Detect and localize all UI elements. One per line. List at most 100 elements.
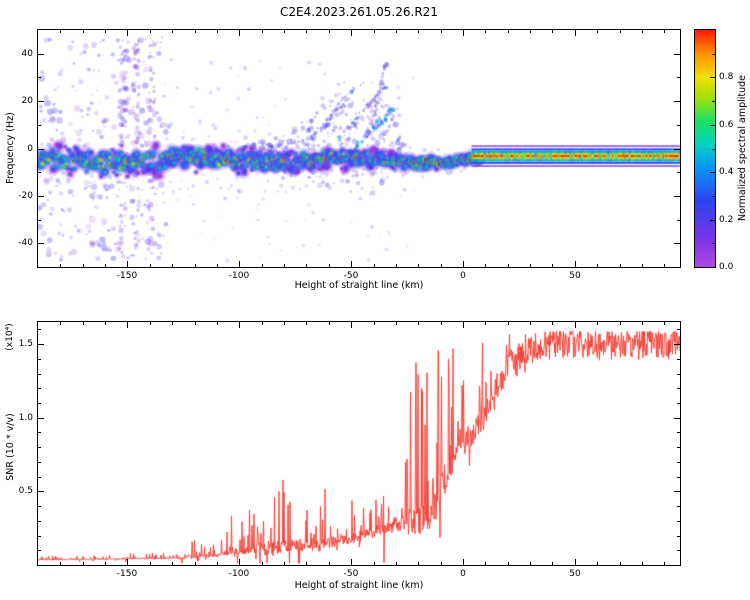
snr-canvas bbox=[38, 322, 680, 565]
tick-mark bbox=[105, 30, 106, 33]
tick-mark bbox=[239, 559, 240, 565]
tick-mark bbox=[552, 264, 553, 267]
tick-mark bbox=[217, 562, 218, 565]
tick-mark bbox=[38, 54, 44, 55]
tick-mark bbox=[374, 264, 375, 267]
tick-mark bbox=[195, 322, 196, 325]
tick-mark bbox=[441, 562, 442, 565]
tick-mark bbox=[674, 149, 680, 150]
x-tick-label: 0 bbox=[460, 271, 466, 281]
tick-mark bbox=[674, 54, 680, 55]
tick-mark bbox=[306, 562, 307, 565]
y-tick-label: -20 bbox=[18, 191, 33, 201]
tick-mark bbox=[674, 101, 680, 102]
tick-mark bbox=[677, 77, 680, 78]
tick-mark bbox=[329, 30, 330, 33]
tick-mark bbox=[677, 374, 680, 375]
colorbar-tick-label: 0.8 bbox=[719, 72, 734, 82]
tick-mark bbox=[485, 264, 486, 267]
tick-mark bbox=[38, 506, 41, 507]
tick-mark bbox=[150, 322, 151, 325]
tick-mark bbox=[677, 172, 680, 173]
tick-mark bbox=[441, 30, 442, 33]
tick-mark bbox=[620, 264, 621, 267]
tick-mark bbox=[38, 536, 41, 537]
tick-mark bbox=[530, 562, 531, 565]
y-tick-label: -40 bbox=[18, 238, 33, 248]
tick-mark bbox=[38, 432, 41, 433]
tick-mark bbox=[530, 322, 531, 325]
tick-mark bbox=[217, 322, 218, 325]
tick-mark bbox=[620, 30, 621, 33]
tick-mark bbox=[677, 536, 680, 537]
tick-mark bbox=[575, 559, 576, 565]
x-tick-label: 50 bbox=[569, 569, 581, 579]
tick-mark bbox=[83, 562, 84, 565]
tick-mark bbox=[150, 562, 151, 565]
tick-mark bbox=[38, 388, 41, 389]
tick-mark bbox=[674, 344, 680, 345]
tick-mark bbox=[712, 196, 715, 197]
tick-mark bbox=[677, 521, 680, 522]
tick-mark bbox=[127, 261, 128, 267]
tick-mark bbox=[150, 30, 151, 33]
tick-mark bbox=[329, 322, 330, 325]
tick-mark bbox=[396, 264, 397, 267]
x-tick-label: -150 bbox=[116, 569, 138, 579]
tick-mark bbox=[530, 30, 531, 33]
tick-mark bbox=[677, 432, 680, 433]
tick-mark bbox=[60, 264, 61, 267]
tick-mark bbox=[463, 559, 464, 565]
tick-mark bbox=[351, 30, 352, 36]
tick-mark bbox=[710, 172, 715, 173]
y-tick-label: 1.5 bbox=[18, 339, 33, 349]
tick-mark bbox=[508, 322, 509, 325]
x-tick-label: -100 bbox=[228, 569, 250, 579]
tick-mark bbox=[620, 322, 621, 325]
tick-mark bbox=[38, 491, 44, 492]
tick-mark bbox=[38, 359, 41, 360]
tick-mark bbox=[38, 101, 44, 102]
plot-title: C2E4.2023.261.05.26.R21 bbox=[280, 5, 438, 19]
tick-mark bbox=[38, 477, 41, 478]
tick-mark bbox=[83, 30, 84, 33]
tick-mark bbox=[677, 125, 680, 126]
tick-mark bbox=[38, 374, 41, 375]
tick-mark bbox=[485, 322, 486, 325]
tick-mark bbox=[552, 322, 553, 325]
tick-mark bbox=[38, 149, 44, 150]
tick-mark bbox=[552, 30, 553, 33]
tick-mark bbox=[575, 30, 576, 36]
tick-mark bbox=[172, 562, 173, 565]
tick-mark bbox=[38, 243, 44, 244]
tick-mark bbox=[677, 447, 680, 448]
tick-mark bbox=[712, 243, 715, 244]
tick-mark bbox=[262, 322, 263, 325]
tick-mark bbox=[38, 447, 41, 448]
tick-mark bbox=[195, 264, 196, 267]
tick-mark bbox=[239, 261, 240, 267]
tick-mark bbox=[172, 264, 173, 267]
colorbar-tick-label: 0.2 bbox=[719, 215, 734, 225]
tick-mark bbox=[217, 30, 218, 33]
x-tick-label: -50 bbox=[343, 271, 359, 281]
tick-mark bbox=[306, 264, 307, 267]
tick-mark bbox=[38, 403, 41, 404]
tick-mark bbox=[284, 322, 285, 325]
tick-mark bbox=[262, 562, 263, 565]
tick-mark bbox=[38, 462, 41, 463]
tick-mark bbox=[664, 562, 665, 565]
y-tick-label: 0.5 bbox=[18, 486, 33, 496]
tick-mark bbox=[396, 562, 397, 565]
tick-mark bbox=[38, 418, 44, 419]
tick-mark bbox=[530, 264, 531, 267]
tick-mark bbox=[83, 264, 84, 267]
tick-mark bbox=[195, 562, 196, 565]
tick-mark bbox=[418, 322, 419, 325]
tick-mark bbox=[150, 264, 151, 267]
colorbar bbox=[694, 29, 716, 268]
tick-mark bbox=[712, 54, 715, 55]
tick-mark bbox=[38, 329, 41, 330]
tick-mark bbox=[83, 322, 84, 325]
tick-mark bbox=[710, 220, 715, 221]
